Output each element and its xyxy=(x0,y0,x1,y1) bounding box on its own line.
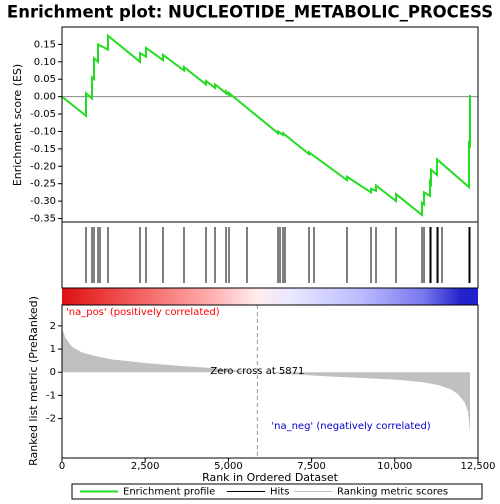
y-tick-label: 1 xyxy=(50,344,56,355)
y-tick-label: -0.20 xyxy=(30,161,56,172)
y-axis-label: Ranked list metric (PreRanked) xyxy=(27,296,40,466)
y-tick-label: -0.25 xyxy=(30,179,56,190)
x-tick-label: 7,500 xyxy=(297,461,326,472)
legend-label: Ranking metric scores xyxy=(337,487,448,498)
panel-frame xyxy=(61,304,479,459)
y-tick-label: 0 xyxy=(50,367,56,378)
y-tick-label: -0.05 xyxy=(30,109,56,120)
x-tick-label: 2,500 xyxy=(131,461,160,472)
y-tick-label: 0.00 xyxy=(34,92,56,103)
y-tick-label: -2 xyxy=(46,414,56,425)
enrichment-line xyxy=(61,33,472,218)
y-tick-label: -1 xyxy=(46,390,56,401)
y-tick-label: -0.30 xyxy=(30,196,56,207)
y-tick-label: 2 xyxy=(50,321,56,332)
legend-label: Hits xyxy=(270,487,289,498)
y-tick-label: 0.15 xyxy=(34,39,56,50)
legend xyxy=(71,483,483,500)
y-tick-label: 0.10 xyxy=(34,57,56,68)
y-tick-label: 0.05 xyxy=(34,74,56,85)
x-tick-label: 10,000 xyxy=(377,461,412,472)
x-tick-label: 0 xyxy=(59,461,65,472)
y-tick-label: -0.35 xyxy=(30,214,56,225)
annotation: 'na_neg' (negatively correlated) xyxy=(271,421,430,432)
metric-area xyxy=(62,328,471,433)
chart-title: Enrichment plot: NUCLEOTIDE_METABOLIC_PR… xyxy=(7,3,493,22)
panel-frame xyxy=(61,221,479,289)
annotation: 'na_pos' (positively correlated) xyxy=(66,307,220,318)
color-bar xyxy=(62,288,478,305)
zero-cross-label: Zero cross at 5871 xyxy=(210,366,304,377)
y-tick-label: -0.15 xyxy=(30,144,56,155)
y-tick-label: -0.10 xyxy=(30,126,56,137)
y-axis-label: Enrichment score (ES) xyxy=(11,64,24,186)
legend-label: Enrichment profile xyxy=(123,487,215,498)
x-axis-label: Rank in Ordered Dataset xyxy=(202,471,339,484)
x-tick-label: 12,500 xyxy=(461,461,496,472)
x-tick-label: 5,000 xyxy=(214,461,243,472)
panel-frame xyxy=(61,26,479,223)
